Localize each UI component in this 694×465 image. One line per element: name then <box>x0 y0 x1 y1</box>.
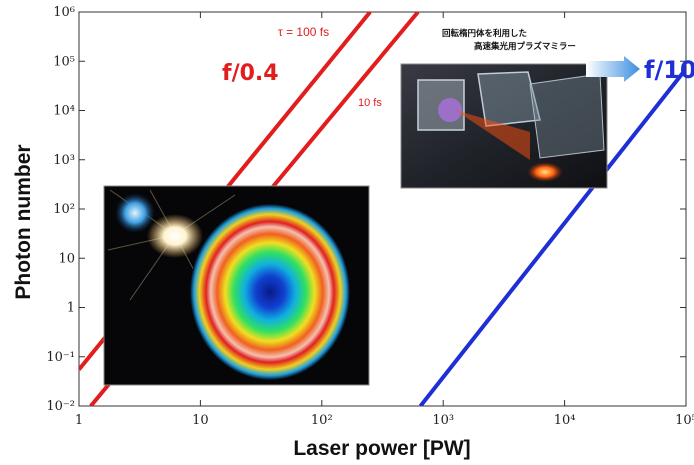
annotation-3: f/0.4 <box>222 61 279 86</box>
f10-arrow-icon <box>586 56 640 82</box>
y-axis-label: Photon number <box>12 144 35 299</box>
annotations: τ = 100 fs 10 fs f/0.4 f/10 回転楕円体を利用した高速集光用プ… <box>222 25 694 109</box>
y-tick-label: 10 <box>58 251 75 266</box>
x-axis-label: Laser power [PW] <box>293 437 470 460</box>
y-tick-label: 10⁻² <box>46 399 75 414</box>
y-tick-label: 10⁶ <box>53 5 75 20</box>
x-tick-label: 10² <box>311 413 333 428</box>
x-tick-label: 10⁵ <box>675 413 694 428</box>
annotation-6: 高速集光用プラズマミラー <box>474 41 576 52</box>
y-tick-label: 10⁵ <box>53 54 75 69</box>
x-tick-label: 10 <box>192 413 209 428</box>
y-tick-label: 10⁻¹ <box>46 350 75 365</box>
y-tick-label: 1 <box>67 301 75 316</box>
ticks: 1 10 10² 10³ 10⁴ 10⁵ 10⁻² 10⁻¹ 1 10 10² 10³ 10⁴ 10⁵ 10… <box>46 5 694 428</box>
series-line-3 <box>418 67 686 406</box>
annotation-1: τ = 100 fs <box>278 25 329 39</box>
annotation-5: 回転楕円体を利用した <box>442 28 527 39</box>
annotation-2: 10 fs <box>358 97 382 109</box>
x-tick-label: 1 <box>75 413 83 428</box>
y-tick-label: 10³ <box>53 153 75 168</box>
x-tick-label: 10³ <box>432 413 454 428</box>
y-tick-label: 10⁴ <box>53 104 75 119</box>
plasma-mirror-photo <box>400 63 608 189</box>
x-tick-label: 10⁴ <box>554 413 576 428</box>
ring-pattern-image <box>103 185 370 386</box>
y-tick-label: 10² <box>53 202 75 217</box>
annotation-4: f/10 <box>644 56 694 84</box>
